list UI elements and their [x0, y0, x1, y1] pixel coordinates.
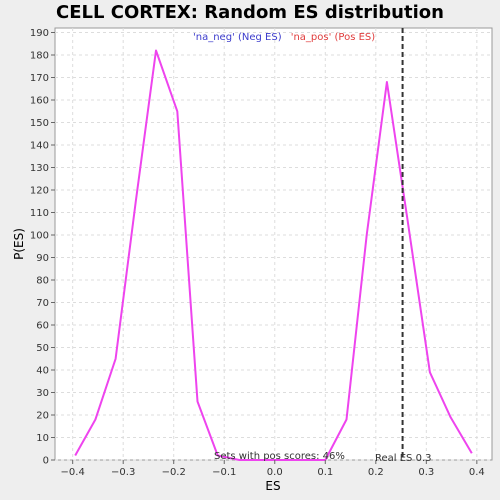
y-tick-label: 140: [30, 141, 49, 152]
legend-neg-label: 'na_neg' (Neg ES): [193, 32, 282, 43]
y-tick-label: 50: [36, 343, 49, 354]
y-tick-label: 130: [30, 163, 49, 174]
chart-title: CELL CORTEX: Random ES distribution: [56, 2, 444, 23]
pos-scores-annotation: Sets with pos scores: 46%: [214, 451, 345, 462]
y-tick-label: 190: [30, 28, 49, 39]
x-tick-label: 0.2: [368, 467, 384, 478]
real-es-annotation: Real ES 0.3: [375, 453, 431, 464]
legend-entry-neg: 'na_neg' (Neg ES) 'na_pos' (Pos ES): [193, 25, 375, 44]
y-tick-label: 170: [30, 73, 49, 84]
x-axis-label: ES: [265, 479, 280, 493]
y-tick-label: 110: [30, 208, 49, 219]
x-tick-label: 0.4: [469, 467, 485, 478]
y-tick-label: 160: [30, 96, 49, 107]
y-tick-label: 70: [36, 298, 49, 309]
y-tick-label: 10: [36, 433, 49, 444]
y-tick-label: 180: [30, 51, 49, 62]
legend: 'na_neg' (Neg ES) 'na_pos' (Pos ES): [193, 25, 375, 44]
y-tick-label: 20: [36, 411, 49, 422]
x-tick-label: −0.2: [162, 467, 186, 478]
y-tick-label: 150: [30, 118, 49, 129]
x-tick-label: −0.1: [212, 467, 236, 478]
y-tick-label: 40: [36, 366, 49, 377]
y-tick-label: 100: [30, 231, 49, 242]
y-tick-label: 90: [36, 253, 49, 264]
x-tick-label: −0.4: [61, 467, 85, 478]
x-tick-label: 0.3: [418, 467, 434, 478]
x-tick-label: 0.0: [267, 467, 283, 478]
y-tick-label: 80: [36, 276, 49, 287]
y-tick-label: 30: [36, 388, 49, 399]
x-tick-label: 0.1: [317, 467, 333, 478]
series-lines: [74, 49, 473, 461]
legend-pos-label: 'na_pos' (Pos ES): [291, 32, 376, 43]
y-tick-label: 120: [30, 186, 49, 197]
y-tick-label: 60: [36, 321, 49, 332]
x-tick-label: −0.3: [111, 467, 135, 478]
y-tick-label: 0: [43, 456, 49, 467]
series-line: [74, 49, 473, 461]
axes: 0 10 20 30 40 50 60 70 80 90 100 110 120 130 140 150 160…: [30, 28, 485, 478]
y-axis-label: P(ES): [12, 228, 26, 260]
